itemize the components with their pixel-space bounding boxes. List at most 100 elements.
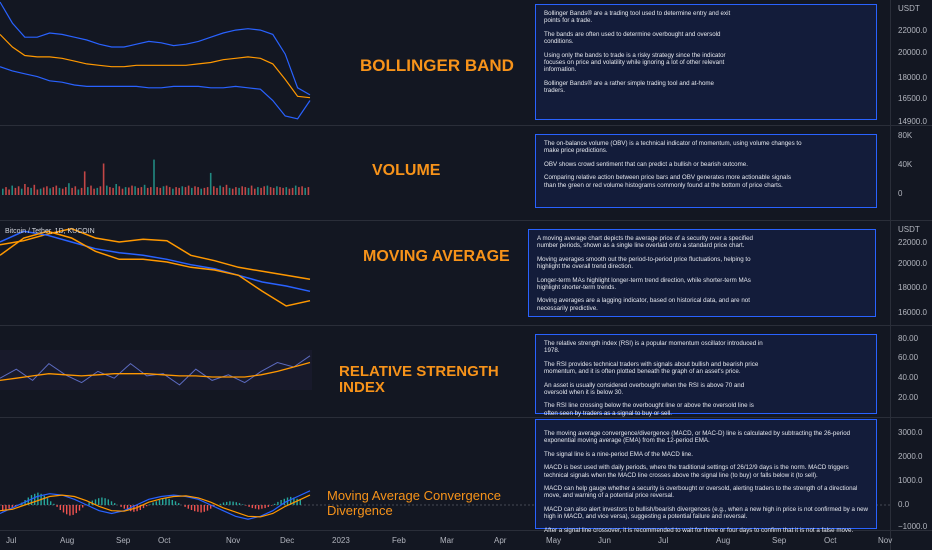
volume-bar [156,187,158,195]
volume-tick: 80K [898,131,913,140]
macd-histogram-bar [59,505,61,510]
macd-histogram-bar [158,500,161,505]
volume-bar [184,187,187,195]
macd-title: Moving Average Convergence Divergence [327,488,501,518]
macd-histogram-bar [72,505,74,515]
macd-histogram-bar [43,495,45,505]
volume-bar [181,186,184,195]
macd-histogram-bar [142,505,145,509]
note-text: After a signal line crossover, it is rec… [544,526,854,534]
price-axis[interactable] [890,0,932,550]
volume-bar [131,185,133,195]
macd-histogram-bar [222,502,225,505]
macd-histogram-bar [126,505,129,510]
note-text: The RSI provides technical traders with … [544,360,759,376]
macd-histogram-bar [280,500,282,505]
volume-bar [36,189,39,195]
macd-histogram-bar [210,505,212,509]
ma-tick: 18000.0 [898,283,927,292]
volume-bar [178,187,180,195]
volume-bar [200,188,202,195]
macd-histogram-bar [296,498,298,505]
volume-bar [39,188,42,195]
note-text: The bands are often used to determine ov… [544,30,721,46]
macd-histogram-bar [139,505,141,510]
bollinger-axis-unit: USDT [898,4,920,13]
volume-bar [143,184,146,195]
volume-bar [291,187,294,195]
volume-bar [83,171,86,195]
macd-histogram-bar [46,498,49,505]
macd-histogram-bar [194,505,196,512]
x-tick-label: Sep [116,536,131,545]
pane-separator [0,530,932,531]
note-text: The moving average convergence/divergenc… [544,430,851,445]
volume-bar [285,187,288,195]
macd-histogram-bar [62,505,65,513]
volume-bar [250,185,253,195]
volume-bar [5,187,7,195]
x-tick-label: May [546,536,562,545]
volume-bar [247,187,250,195]
bollinger-notes-box: Bollinger Bands® are a trading tool used… [535,4,877,120]
macd-histogram-bar [197,505,199,512]
macd-histogram-bar [82,505,84,508]
macd-histogram-bar [53,503,55,505]
rsi-tick: 40.00 [898,373,919,382]
bollinger-upper-line [0,1,311,96]
volume-bar [175,187,177,195]
macd-histogram-bar [11,505,13,508]
volume-bar [74,186,77,195]
ma-tick: 20000.0 [898,259,927,268]
macd-histogram-bar [206,505,209,511]
macd-histogram-bar [174,501,177,505]
macd-notes-box: The moving average convergence/divergenc… [535,419,877,534]
note-text: Longer-term MAs highlight longer-term tr… [537,276,751,292]
volume-bar [124,187,127,195]
volume-bar [27,187,29,195]
moving-average-line [0,230,311,293]
volume-title: VOLUME [372,162,441,179]
macd-histogram-bar [94,499,97,505]
bollinger-tick: 16500.0 [898,94,927,103]
macd-histogram-bar [120,505,122,507]
macd-histogram-bar [104,498,106,505]
note-text: Comparing relative action between price … [544,174,791,189]
volume-bar [260,187,262,195]
volume-bar [254,188,256,195]
volume-bar [298,187,300,195]
note-text: The signal line is a nine-period EMA of … [544,450,693,458]
volume-bar [68,183,70,195]
x-tick-label: Aug [716,536,731,545]
volume-bar [213,186,215,195]
pane-separator [0,325,932,326]
volume-bar [146,187,149,195]
volume-bar [301,186,303,195]
macd-histogram-bar [110,501,113,505]
x-tick-label: Feb [392,536,406,545]
volume-bar [42,187,45,195]
volume-bar [90,185,92,195]
macd-histogram-bar [155,501,157,505]
note-text: Using only the bands to trade is a risky… [544,51,726,74]
volume-bar [307,187,310,195]
volume-bar [279,187,281,195]
x-tick-label: Aug [60,536,75,545]
volume-bar [11,185,13,195]
ma-tick: 16000.0 [898,308,927,317]
volume-bar [172,188,174,195]
volume-bar [87,187,89,195]
volume-bar [52,187,54,195]
bollinger-tick: 20000.0 [898,48,927,57]
volume-bar [304,187,306,195]
macd-histogram-bar [69,505,71,516]
volume-bar [272,187,275,195]
macd-histogram-bar [261,505,263,509]
volume-bar [194,186,196,195]
volume-bar [8,189,10,195]
moving-average-line [0,230,311,307]
x-tick-label: Oct [824,536,837,545]
volume-bar [61,188,64,195]
volume-bar [282,187,284,195]
